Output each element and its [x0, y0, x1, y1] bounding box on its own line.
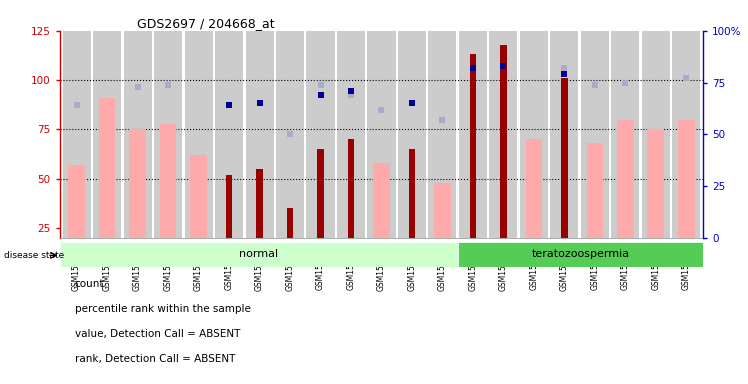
Bar [226, 175, 233, 238]
Bar [586, 143, 604, 238]
Bar [398, 31, 426, 238]
Bar [611, 31, 640, 238]
Text: rank, Detection Call = ABSENT: rank, Detection Call = ABSENT [75, 354, 235, 364]
Text: normal: normal [239, 249, 278, 260]
Bar [642, 31, 670, 238]
Bar [551, 31, 578, 238]
Bar [129, 129, 146, 238]
Text: percentile rank within the sample: percentile rank within the sample [75, 304, 251, 314]
Bar [459, 31, 487, 238]
Bar [648, 129, 664, 238]
Bar [256, 169, 263, 238]
Bar [408, 149, 415, 238]
Bar [429, 31, 456, 238]
Bar [489, 31, 518, 238]
Bar [617, 119, 634, 238]
Bar [672, 31, 700, 238]
Bar [434, 183, 451, 238]
Bar [367, 31, 396, 238]
FancyBboxPatch shape [458, 242, 703, 267]
Bar [520, 31, 548, 238]
Bar [123, 31, 152, 238]
Text: disease state: disease state [4, 251, 64, 260]
Bar [286, 209, 293, 238]
Bar [581, 31, 609, 238]
Bar [373, 163, 390, 238]
Bar [276, 31, 304, 238]
Bar [93, 31, 121, 238]
Text: count: count [75, 279, 104, 289]
Bar [68, 165, 85, 238]
Bar [317, 149, 324, 238]
Bar [185, 31, 212, 238]
Bar [470, 55, 476, 238]
Bar [245, 31, 274, 238]
Bar [337, 31, 365, 238]
Text: teratozoospermia: teratozoospermia [532, 249, 630, 260]
Text: GDS2697 / 204668_at: GDS2697 / 204668_at [137, 17, 275, 30]
Bar [561, 78, 568, 238]
Bar [99, 98, 115, 238]
Bar [63, 31, 91, 238]
Text: value, Detection Call = ABSENT: value, Detection Call = ABSENT [75, 329, 240, 339]
Bar [678, 119, 695, 238]
Bar [190, 155, 207, 238]
Bar [154, 31, 182, 238]
Bar [526, 139, 542, 238]
FancyBboxPatch shape [60, 242, 458, 267]
Bar [159, 124, 177, 238]
Bar [500, 45, 507, 238]
Bar [307, 31, 334, 238]
Bar [348, 139, 355, 238]
Bar [215, 31, 243, 238]
